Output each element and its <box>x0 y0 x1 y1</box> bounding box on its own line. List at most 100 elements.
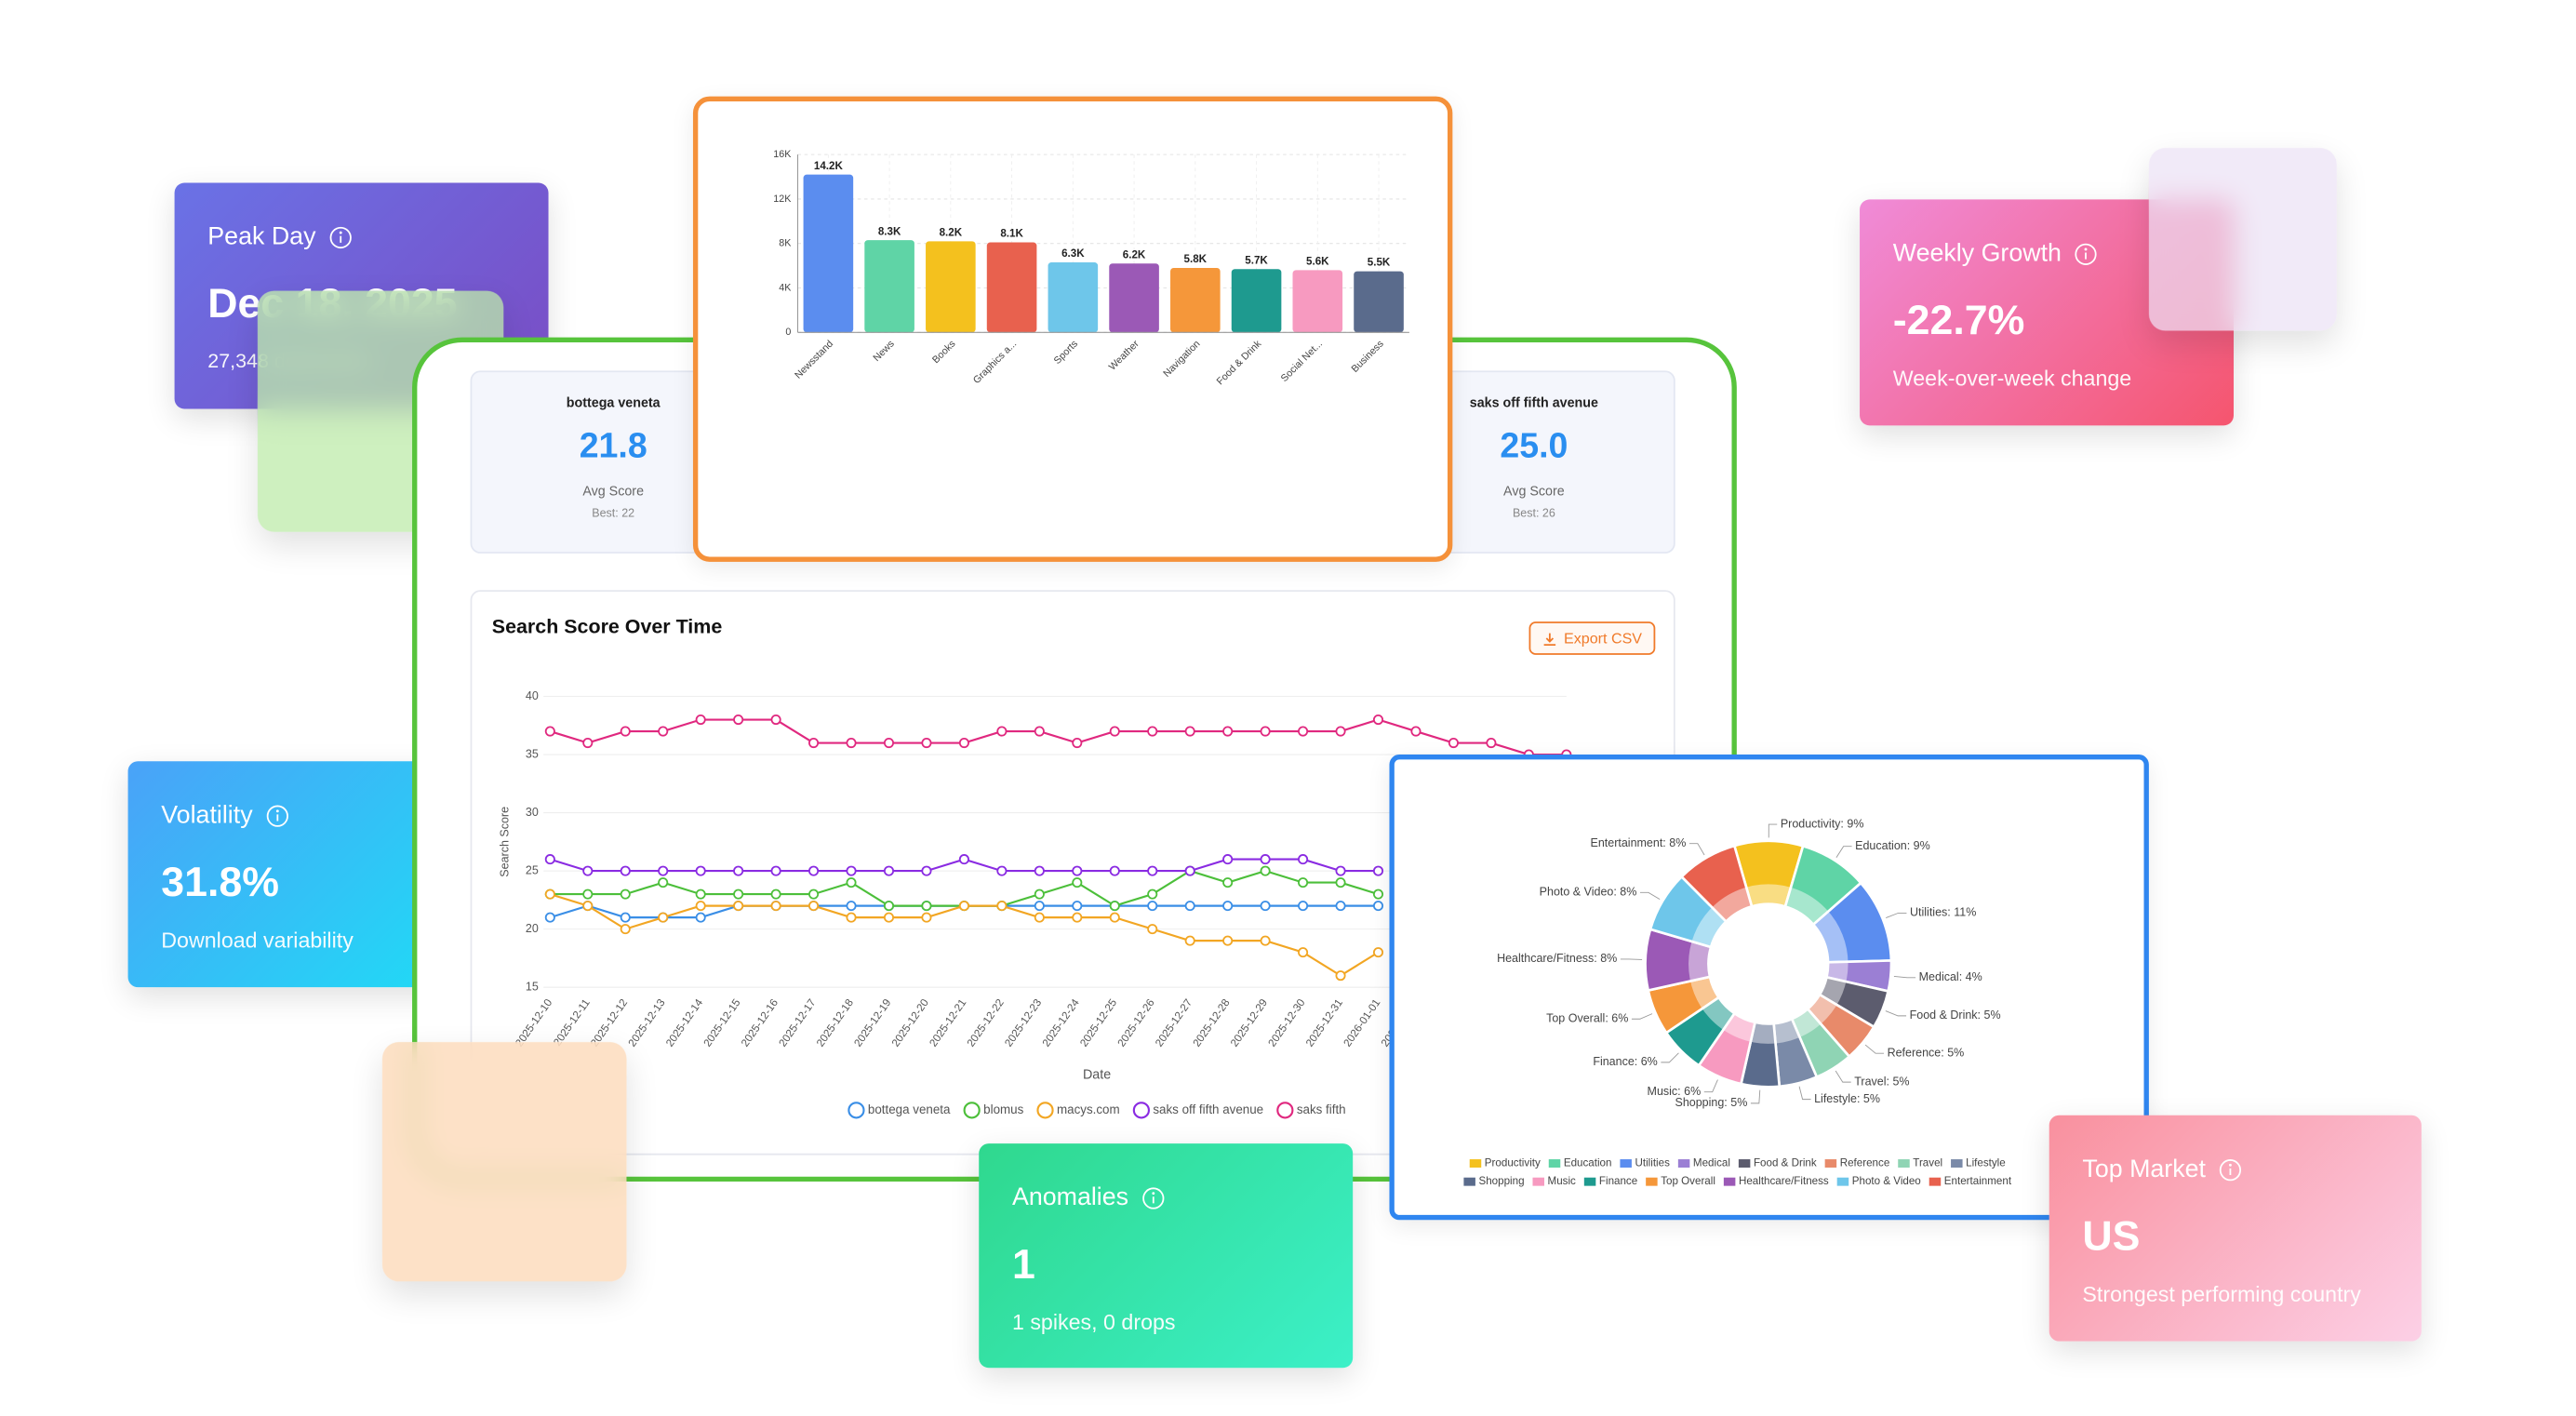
legend-swatch <box>1836 1177 1849 1186</box>
series-marker <box>582 865 594 876</box>
bar <box>1292 270 1343 333</box>
series-marker <box>1147 865 1158 876</box>
value-label: 5.7K <box>1245 254 1268 266</box>
card-title: Anomalies <box>1011 1182 1129 1212</box>
value-label: 6.3K <box>1061 247 1085 260</box>
blur-glass <box>381 1042 627 1282</box>
export-button[interactable]: Export CSV <box>1528 621 1656 655</box>
series-marker <box>770 888 781 900</box>
series-marker <box>620 726 631 737</box>
legend-row: Shopping Music Finance Top Overall Healthcar… <box>1463 1175 2012 1187</box>
series-marker <box>1222 935 1234 946</box>
legend-label: Finance <box>1599 1175 1637 1187</box>
x-axis-title: Date <box>1083 1068 1111 1083</box>
series-marker <box>1184 935 1195 946</box>
download-icon <box>1543 632 1556 646</box>
y-tick-label: 16K <box>773 149 792 160</box>
card-value: 31.8% <box>161 859 279 906</box>
volatility-card: Volatility 31.8% Download variability <box>127 761 460 988</box>
donut-inner-ring <box>1688 884 1849 1044</box>
bar <box>864 240 914 333</box>
series-marker <box>808 901 820 912</box>
series-marker <box>658 912 669 923</box>
x-tick-label: 2026-01-01 <box>1341 996 1383 1049</box>
legend-label: Shopping <box>1478 1175 1524 1187</box>
series-marker <box>996 901 1008 912</box>
legend-swatch <box>1620 1159 1632 1168</box>
series-marker <box>1034 912 1045 923</box>
series-marker <box>733 714 744 726</box>
series-marker <box>1034 865 1045 876</box>
info-icon <box>1142 1186 1165 1209</box>
legend-label: macys.com <box>1057 1102 1120 1116</box>
legend-swatch <box>1463 1177 1475 1186</box>
legend-label: bottega veneta <box>868 1102 951 1116</box>
legend-swatch <box>1929 1177 1942 1186</box>
line-title: Search Score Over Time <box>491 614 723 638</box>
series-marker <box>1260 726 1271 737</box>
legend-swatch <box>1738 1159 1751 1168</box>
legend-swatch <box>1548 1159 1561 1168</box>
x-tick-label: Navigation <box>1161 339 1202 380</box>
sector-label: Top Overall: 6% <box>1546 1012 1628 1025</box>
leader-line <box>1864 1044 1885 1054</box>
series-marker <box>620 865 631 876</box>
series-marker <box>883 901 895 912</box>
stat-name: bottega veneta <box>566 395 661 411</box>
series-marker <box>1260 865 1271 876</box>
x-tick-label: 2025-12-19 <box>852 996 894 1049</box>
series-marker <box>1147 924 1158 935</box>
value-label: 5.6K <box>1306 256 1329 268</box>
bar-chart: 0 4K 8K 12K 16K 14.2K Newsstand 8.3K News 8.2K Boo… <box>773 149 1409 387</box>
x-tick-label: 2025-12-29 <box>1228 996 1270 1049</box>
series-marker <box>1222 726 1234 737</box>
y-tick-label: 30 <box>526 806 539 819</box>
leader-line <box>1750 1089 1761 1104</box>
legend-label: Entertainment <box>1944 1175 2012 1187</box>
series-marker <box>1147 726 1158 737</box>
card-subtitle: Week-over-week change <box>1892 366 2132 391</box>
x-tick-label: 2025-12-30 <box>1266 996 1308 1049</box>
series-marker <box>620 912 631 923</box>
legend: bottega veneta blomus macys.com saks off fi… <box>848 1102 1346 1119</box>
y-tick-label: 0 <box>785 327 791 338</box>
sector-label: Photo & Video: 8% <box>1540 886 1637 899</box>
series-marker <box>658 877 669 888</box>
series-marker <box>544 888 555 900</box>
legend-swatch <box>1677 1159 1690 1168</box>
x-tick-label: 2025-12-14 <box>663 996 705 1049</box>
legend-label: Food & Drink <box>1754 1157 1817 1169</box>
leader-line <box>1768 823 1778 838</box>
series-marker <box>1372 888 1384 900</box>
series-marker <box>846 912 857 923</box>
legend-swatch <box>1583 1177 1596 1186</box>
series-marker <box>1072 912 1083 923</box>
series-marker <box>921 865 932 876</box>
series-marker <box>1298 877 1309 888</box>
series-marker <box>1072 738 1083 749</box>
series-marker <box>1298 947 1309 958</box>
series-marker <box>958 738 969 749</box>
info-icon <box>2220 1158 2242 1181</box>
bar <box>986 242 1037 333</box>
legend-row: Productivity Education Utilities Medical Foo… <box>1469 1157 2006 1169</box>
value-label: 8.2K <box>940 226 963 238</box>
series-marker <box>695 714 706 726</box>
series-marker <box>1184 726 1195 737</box>
card-title: Top Market <box>2082 1155 2206 1183</box>
series-marker <box>1184 865 1195 876</box>
series-marker <box>883 865 895 876</box>
export-label: Export CSV <box>1564 630 1643 647</box>
legend-swatch <box>1951 1159 1963 1168</box>
legend-label: Photo & Video <box>1852 1175 1921 1187</box>
series-marker <box>808 865 820 876</box>
series-marker <box>921 901 932 912</box>
info-icon <box>2075 242 2098 265</box>
series-marker <box>544 726 555 737</box>
series-line <box>550 869 1379 907</box>
x-tick-label: 2025-12-15 <box>701 996 743 1049</box>
series-marker <box>808 738 820 749</box>
legend-label: Productivity <box>1485 1157 1541 1169</box>
x-tick-label: Books <box>930 339 958 367</box>
x-tick-label: Newsstand <box>793 339 835 381</box>
